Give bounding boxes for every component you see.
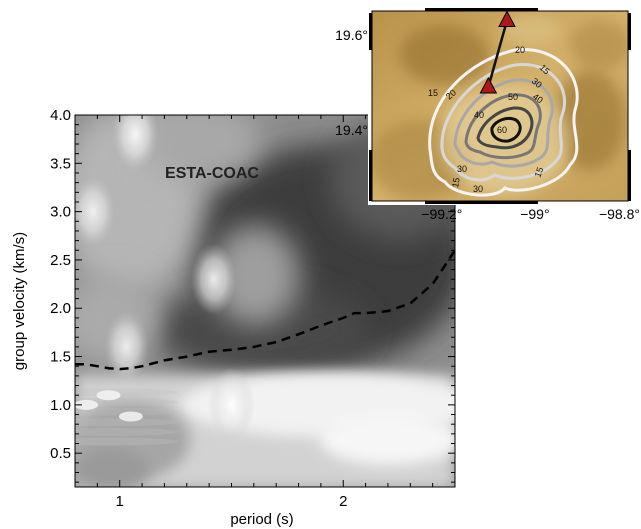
y-axis-label: group velocity (km/s) <box>11 232 28 370</box>
energy-spot <box>75 399 99 410</box>
energy-spot <box>96 390 121 401</box>
y-tick-label: 3.5 <box>50 155 71 172</box>
dispersion-curve <box>75 249 455 371</box>
svg-text:30: 30 <box>473 184 483 194</box>
energy-peak <box>104 311 149 383</box>
lon-label: −99.2° <box>421 206 462 222</box>
energy-band <box>75 418 179 427</box>
station-marker <box>498 11 516 27</box>
chart-title: ESTA-COAC <box>165 165 259 182</box>
svg-text:15: 15 <box>532 166 545 179</box>
y-tick-label: 1.0 <box>50 397 71 414</box>
energy-peak <box>207 367 255 443</box>
energy-band <box>75 397 179 406</box>
svg-text:40: 40 <box>531 91 545 105</box>
energy-band <box>75 407 179 416</box>
lon-label: −98.8° <box>599 206 640 222</box>
inset-map: 20 15 30 40 50 60 15 20 40 30 15 30 15 <box>335 7 640 222</box>
lon-label: −99° <box>520 206 549 222</box>
station-path <box>487 20 509 88</box>
seismic-stations <box>479 11 516 94</box>
energy-peak <box>112 115 159 171</box>
terrain: 20 15 30 40 50 60 15 20 40 30 15 30 15 <box>372 11 628 201</box>
svg-text:20: 20 <box>515 45 525 55</box>
svg-text:30: 30 <box>530 76 544 90</box>
x-tick-label: 2 <box>339 493 347 510</box>
x-axis-label: period (s) <box>230 511 293 528</box>
svg-text:40: 40 <box>474 110 484 120</box>
y-tick-label: 3.0 <box>50 204 71 221</box>
energy-peak <box>75 176 115 247</box>
heatmap-banding <box>75 388 179 446</box>
energy-peak <box>191 243 237 316</box>
svg-text:60: 60 <box>497 125 507 135</box>
svg-text:30: 30 <box>457 164 467 174</box>
x-tick-label: 1 <box>116 493 124 510</box>
y-tick-label: 2.0 <box>50 300 71 317</box>
y-tick-label: 2.5 <box>50 252 71 269</box>
y-tick-label: 0.5 <box>50 445 71 462</box>
map-lon-labels: −99.2° −99° −98.8° <box>421 206 640 222</box>
plot-frame <box>74 114 456 488</box>
svg-text:15: 15 <box>428 88 438 98</box>
svg-text:15: 15 <box>450 177 462 189</box>
map-border-bars <box>369 8 631 204</box>
energy-band <box>75 427 179 436</box>
energy-spot <box>118 411 143 422</box>
energy-band <box>75 437 179 446</box>
svg-text:20: 20 <box>444 87 458 101</box>
y-tick-labels: 0.5 1.0 1.5 2.0 2.5 3.0 3.5 4.0 <box>50 107 71 462</box>
lat-label: 19.4° <box>335 122 368 138</box>
svg-text:50: 50 <box>508 92 518 102</box>
energy-peaks <box>75 115 255 443</box>
y-tick-label: 4.0 <box>50 107 71 124</box>
y-tick-label: 1.5 <box>50 349 71 366</box>
lat-label: 19.6° <box>335 27 368 43</box>
map-lat-labels: 19.4° 19.6° <box>335 27 368 138</box>
station-marker <box>479 76 498 94</box>
